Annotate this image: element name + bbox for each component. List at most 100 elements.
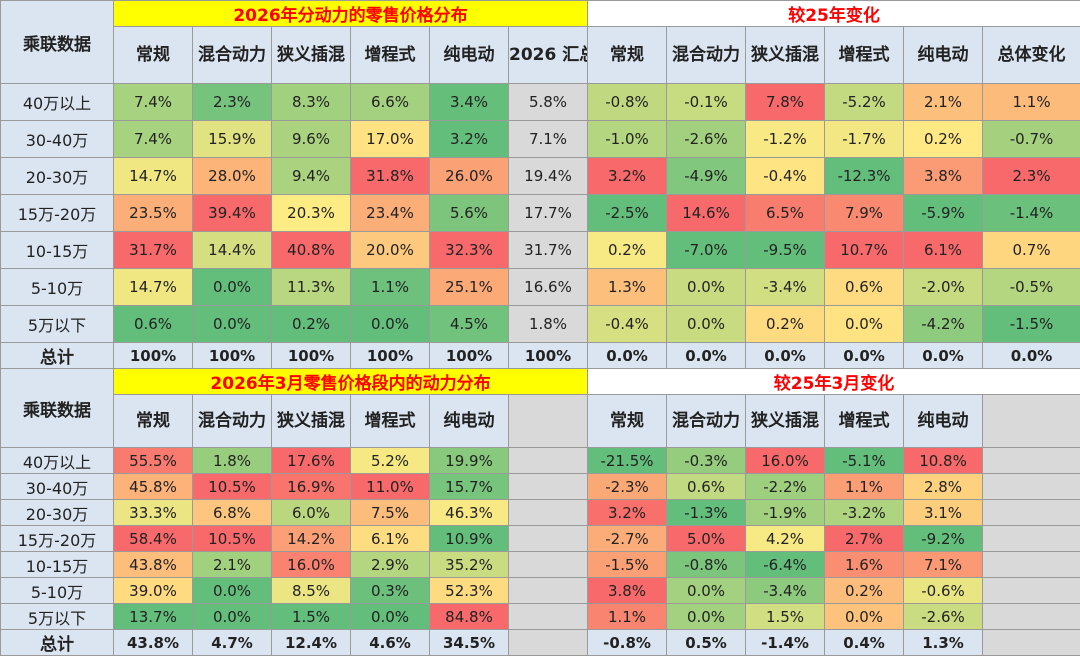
price-range-label: 10-15万 (0, 231, 114, 269)
table-row: 40万以上 7.4% 2.3% 8.3% 6.6% 3.4% 5.8% -0.8% -0.1% 7… (0, 83, 1080, 121)
price-range-label: 20-30万 (0, 499, 114, 526)
column-header-row: 常规 混合动力 狭义插混 增程式 纯电动 2026 汇总 常规 混合动力 狭义插混 增程式 纯电动总… (1, 26, 1080, 84)
total-cell: 100% (271, 342, 351, 369)
change-cell: -1.3% (666, 499, 747, 526)
empty-cell (982, 473, 1080, 500)
price-range-label: 15万-20万 (0, 525, 114, 552)
empty-cell (982, 499, 1080, 526)
share-cell: 20.3% (271, 194, 351, 232)
change-cell: 0.2% (903, 120, 984, 158)
change-cell: 4.2% (745, 525, 826, 552)
table-row: 15万-20万 23.5% 39.4% 20.3% 23.4% 5.6% 17.7% -2.5… (0, 194, 1080, 232)
column-header: 混合动力 (192, 394, 272, 448)
empty-cell (507, 473, 589, 500)
table-row: 20-30万 14.7% 28.0% 9.4% 31.8% 26.0% 19.4% 3.2% -… (0, 157, 1080, 195)
share-cell: 0.2% (271, 305, 351, 343)
change-cell: -7.0% (666, 231, 747, 269)
change-cell: 0.7% (982, 231, 1080, 269)
empty-cell (507, 447, 589, 474)
change-cell: 3.2% (587, 499, 668, 526)
share-cell: 2.1% (192, 551, 272, 578)
share-cell: 15.7% (429, 473, 509, 500)
table-row: 30-40万 45.8% 10.5% 16.9% 11.0% 15.7% -2.3% 0.6%… (0, 473, 1080, 500)
total-cell: 0.5% (666, 629, 747, 656)
share-cell: 20.0% (350, 231, 430, 269)
row-label-header: 乘联数据 (0, 0, 114, 84)
table-row: 10-15万 31.7% 14.4% 40.8% 20.0% 32.3% 31.7% 0.2%… (0, 231, 1080, 269)
change-cell: -2.6% (903, 603, 984, 630)
price-range-label: 5-10万 (0, 268, 114, 306)
share-cell: 14.7% (113, 157, 193, 195)
table-row: 5-10万 14.7% 0.0% 11.3% 1.1% 25.1% 16.6% 1.3% 0.0… (0, 268, 1080, 306)
column-header: 狭义插混 (271, 26, 351, 84)
change-cell: -0.7% (982, 120, 1080, 158)
change-cell: 14.6% (666, 194, 747, 232)
share-cell: 1.5% (271, 603, 351, 630)
column-header: 常规 (587, 394, 668, 448)
column-header: 混合动力 (666, 26, 747, 84)
share-cell: 55.5% (113, 447, 193, 474)
table-row: 40万以上 55.5% 1.8% 17.6% 5.2% 19.9% -21.5% -0.3% 1… (0, 447, 1080, 474)
share-cell: 6.8% (192, 499, 272, 526)
total-label: 总计 (0, 629, 114, 656)
column-header: 增程式 (824, 394, 905, 448)
change-cell: -5.2% (824, 83, 905, 121)
total-cell: 43.8% (113, 629, 193, 656)
share-cell: 23.4% (350, 194, 430, 232)
price-range-label: 15万-20万 (0, 194, 114, 232)
change-cell: -21.5% (587, 447, 668, 474)
change-cell: 2.1% (903, 83, 984, 121)
share-cell: 15.9% (192, 120, 272, 158)
share-cell: 9.4% (271, 157, 351, 195)
share-cell: 4.5% (429, 305, 509, 343)
share-cell: 25.1% (429, 268, 509, 306)
section-title-row: 乘联数据 2026年3月零售价格段内的动力分布 较25年3月变化 (0, 368, 1080, 448)
column-header: 常规 (587, 26, 668, 84)
total-cell: 0.0% (824, 342, 905, 369)
section-right-title: 较25年3月变化 (587, 368, 1080, 395)
share-cell: 11.0% (350, 473, 430, 500)
change-cell: -1.5% (587, 551, 668, 578)
share-cell: 0.0% (192, 577, 272, 604)
change-cell: -5.1% (824, 447, 905, 474)
empty-cell (507, 577, 589, 604)
share-cell: 10.5% (192, 473, 272, 500)
share-cell: 33.3% (113, 499, 193, 526)
total-cell: 100% (350, 342, 430, 369)
change-cell: -6.4% (745, 551, 826, 578)
share-cell: 23.5% (113, 194, 193, 232)
total-cell: 34.5% (429, 629, 509, 656)
total-cell: 1.3% (903, 629, 984, 656)
total-cell: 0.0% (587, 342, 668, 369)
change-cell: -2.2% (745, 473, 826, 500)
change-cell: -0.8% (666, 551, 747, 578)
price-range-label: 5万以下 (0, 305, 114, 343)
share-cell: 0.0% (192, 603, 272, 630)
column-header: 纯电动 (429, 394, 509, 448)
share-cell: 0.6% (113, 305, 193, 343)
change-cell: 10.7% (824, 231, 905, 269)
change-cell: -1.7% (824, 120, 905, 158)
change-cell: 3.8% (903, 157, 984, 195)
share-cell: 46.3% (429, 499, 509, 526)
share-cell: 7.5% (350, 499, 430, 526)
share-cell: 2.3% (192, 83, 272, 121)
total-cell: 100% (507, 342, 589, 369)
table-row: 30-40万 7.4% 15.9% 9.6% 17.0% 3.2% 7.1% -1.0% -2.… (0, 120, 1080, 158)
total-cell: 100% (113, 342, 193, 369)
share-cell: 1.1% (350, 268, 430, 306)
share-cell: 10.5% (192, 525, 272, 552)
total-cell: 4.7% (192, 629, 272, 656)
column-header: 混合动力 (192, 26, 272, 84)
share-cell: 0.0% (350, 305, 430, 343)
change-cell: 0.2% (824, 577, 905, 604)
change-cell: -0.3% (666, 447, 747, 474)
share-cell: 58.4% (113, 525, 193, 552)
change-cell: 2.7% (824, 525, 905, 552)
change-cell: -12.3% (824, 157, 905, 195)
change-cell: 7.1% (903, 551, 984, 578)
column-header: 常规 (113, 394, 193, 448)
share-cell: 31.8% (350, 157, 430, 195)
table-row: 5万以下 0.6% 0.0% 0.2% 0.0% 4.5% 1.8% -0.4% 0.0% 0.2… (0, 305, 1080, 343)
column-header: 纯电动 (903, 394, 984, 448)
